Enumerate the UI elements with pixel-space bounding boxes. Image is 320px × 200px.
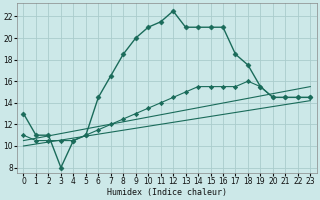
X-axis label: Humidex (Indice chaleur): Humidex (Indice chaleur) (107, 188, 227, 197)
